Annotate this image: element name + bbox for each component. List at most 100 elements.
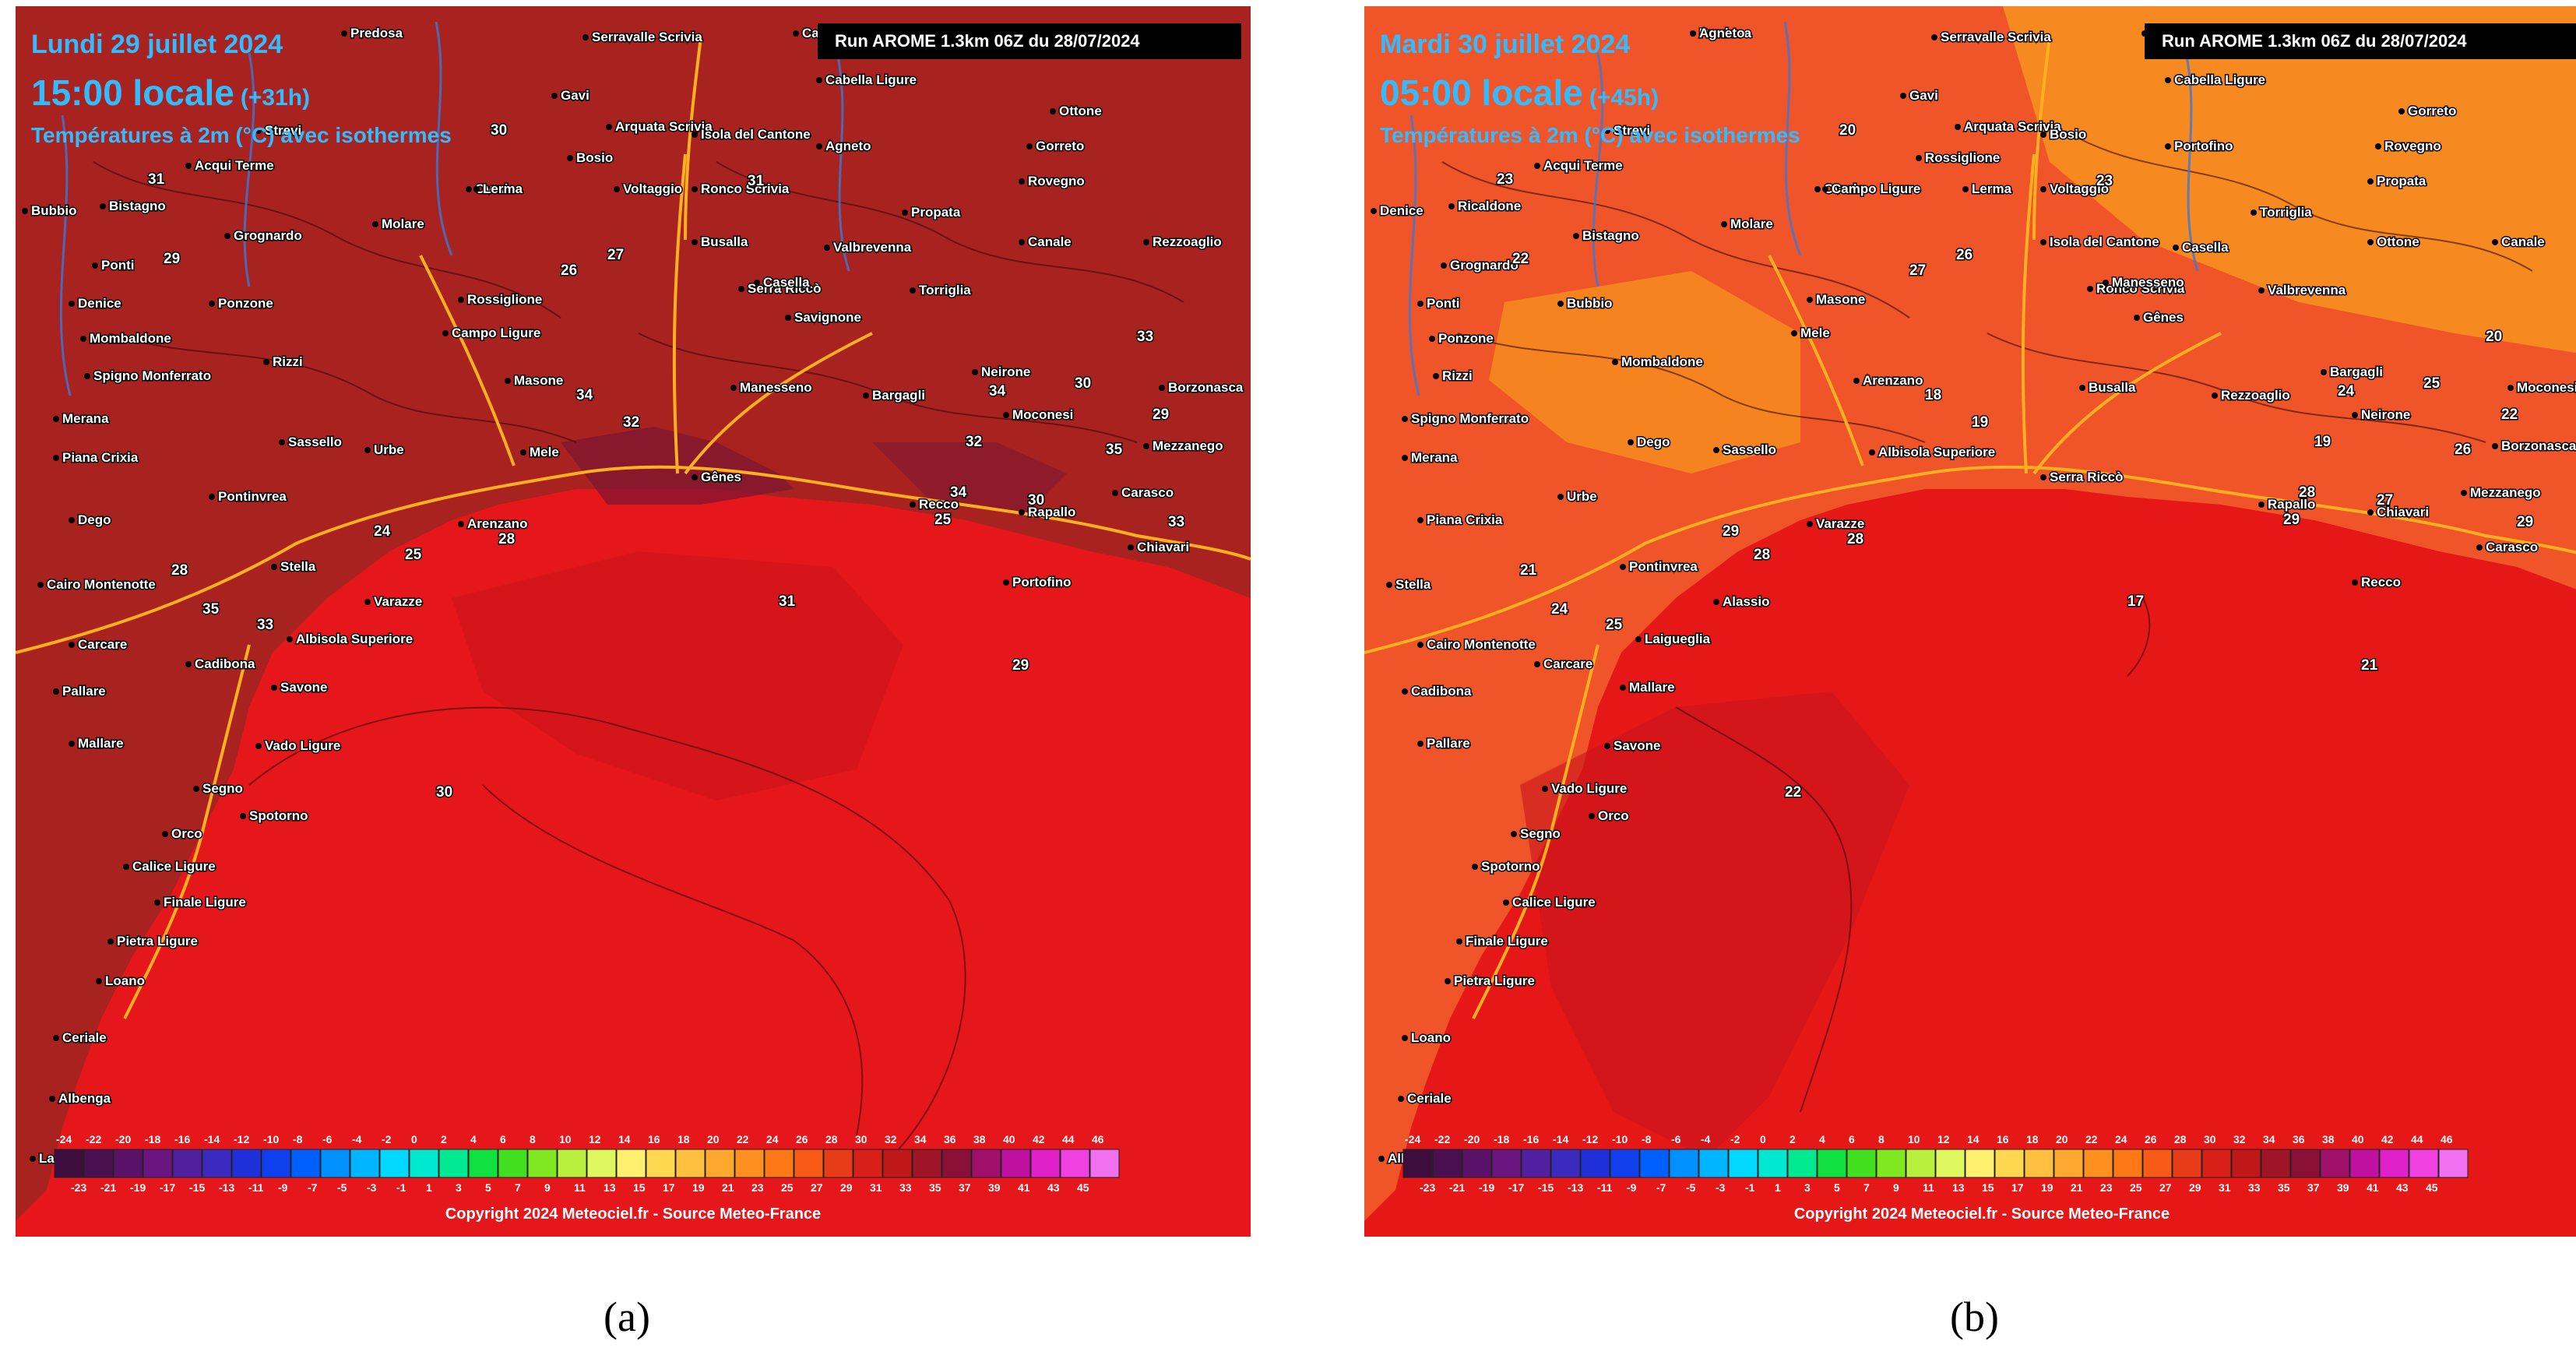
- place-label: Gênes: [2143, 310, 2184, 325]
- scale-swatch: [705, 1149, 735, 1178]
- scale-swatch: [143, 1149, 173, 1178]
- place-marker: [1931, 34, 1937, 40]
- place-label: Molare: [1730, 216, 1773, 231]
- isotherm-label: 29: [1012, 657, 1029, 674]
- scale-top-label: 34: [2263, 1133, 2275, 1146]
- place-label: Campo Ligure: [1832, 181, 1920, 196]
- place-marker: [816, 77, 822, 83]
- scale-bottom-label: 41: [2367, 1181, 2379, 1194]
- place-marker: [1402, 416, 1408, 422]
- scale-swatch: [113, 1149, 143, 1178]
- scale-top-label: 38: [2322, 1133, 2335, 1146]
- place-label: Portofino: [2174, 139, 2233, 153]
- place-label: Orco: [171, 826, 202, 841]
- scale-bottom-label: 29: [840, 1181, 853, 1194]
- scale-swatch: [320, 1149, 350, 1178]
- place-marker: [754, 280, 760, 286]
- place-marker: [473, 186, 480, 192]
- place-marker: [614, 186, 620, 192]
- place-marker: [2079, 385, 2085, 391]
- place-label: Carcare: [1543, 656, 1592, 671]
- scale-top-label: -8: [1642, 1133, 1652, 1146]
- scale-swatch: [1060, 1149, 1090, 1178]
- isotherms: [1441, 130, 2533, 1113]
- place-label: Cabella Ligure: [825, 72, 917, 87]
- scale-bottom-label: 33: [2248, 1181, 2261, 1194]
- scale-top-label: -4: [1701, 1133, 1711, 1146]
- place-label: Carasco: [1121, 485, 1174, 500]
- place-marker: [505, 378, 511, 384]
- isotherm-label: 28: [1847, 531, 1863, 547]
- scale-bottom-label: -13: [1568, 1181, 1583, 1194]
- place-marker: [692, 239, 698, 245]
- place-marker: [692, 132, 698, 138]
- scale-bottom-label: 39: [988, 1181, 1001, 1194]
- scale-top-label: 0: [1760, 1133, 1766, 1146]
- scale-swatch: [2409, 1149, 2439, 1178]
- scale-top-label: -8: [293, 1133, 303, 1146]
- place-marker: [2352, 579, 2358, 586]
- scale-swatch: [2438, 1149, 2469, 1178]
- place-marker: [1402, 455, 1408, 461]
- place-marker: [2040, 239, 2046, 245]
- place-marker: [1159, 385, 1165, 391]
- scale-bottom-label: 17: [663, 1181, 675, 1194]
- place-label: Moconesi: [2517, 380, 2576, 395]
- forecast-date: Mardi 30 juillet 2024: [1380, 30, 1631, 59]
- place-marker: [1019, 239, 1025, 245]
- place-label: Ronco Scrivia: [2096, 281, 2185, 296]
- place-label: Manesseno: [740, 380, 812, 395]
- place-marker: [1003, 412, 1009, 418]
- place-marker: [154, 899, 160, 906]
- scale-top-label: -10: [1612, 1133, 1628, 1146]
- scale-swatch: [1030, 1149, 1061, 1178]
- scale-top-label: 10: [1908, 1133, 1920, 1146]
- scale-swatch: [2172, 1149, 2202, 1178]
- place-label: Mele: [530, 445, 559, 459]
- scale-bottom-label: 3: [456, 1181, 462, 1194]
- scale-bottom-label: -11: [248, 1181, 264, 1194]
- isotherm-label: 26: [561, 262, 577, 279]
- place-marker: [69, 642, 75, 648]
- place-marker: [2367, 178, 2374, 185]
- scale-bottom-label: 13: [1952, 1181, 1965, 1194]
- place-marker: [1433, 373, 1439, 379]
- scale-swatch: [1758, 1149, 1788, 1178]
- place-label: Pallare: [1427, 736, 1470, 751]
- scale-swatch: [1787, 1149, 1818, 1178]
- place-marker: [1900, 93, 1906, 99]
- place-label: Lerma: [483, 181, 523, 196]
- scale-swatch: [1728, 1149, 1758, 1178]
- place-label: Isola del Cantone: [701, 127, 811, 142]
- scale-swatch: [1550, 1149, 1581, 1178]
- scale-top-label: 44: [1062, 1133, 1075, 1146]
- place-marker: [53, 1035, 59, 1041]
- place-label: Cairo Montenotte: [47, 577, 156, 592]
- scale-top-label: -6: [322, 1133, 333, 1146]
- place-marker: [902, 209, 908, 216]
- forecast-time-value: 15:00 locale: [31, 72, 234, 113]
- scale-swatch: [83, 1149, 114, 1178]
- scale-top-label: -12: [234, 1133, 249, 1146]
- roads: [1364, 37, 2576, 1019]
- scale-swatch: [557, 1149, 587, 1178]
- place-label: Stella: [280, 559, 316, 574]
- scale-bottom-label: 43: [2396, 1181, 2409, 1194]
- scale-bottom-label: 15: [633, 1181, 646, 1194]
- place-label: Bargagli: [2330, 364, 2383, 379]
- scale-top-label: 10: [559, 1133, 572, 1146]
- scale-bottom-label: 21: [722, 1181, 734, 1194]
- caption-a: (a): [604, 1293, 650, 1340]
- scale-top-label: 46: [2441, 1133, 2453, 1146]
- place-marker: [53, 455, 59, 461]
- place-label: Borzonasca: [2501, 438, 2576, 453]
- place-label: Savignone: [794, 310, 861, 325]
- place-marker: [69, 301, 75, 307]
- scale-swatch: [1994, 1149, 2025, 1178]
- scale-bottom-label: 37: [959, 1181, 971, 1194]
- place-marker: [2375, 143, 2381, 150]
- isotherm-label: 27: [1909, 262, 1926, 279]
